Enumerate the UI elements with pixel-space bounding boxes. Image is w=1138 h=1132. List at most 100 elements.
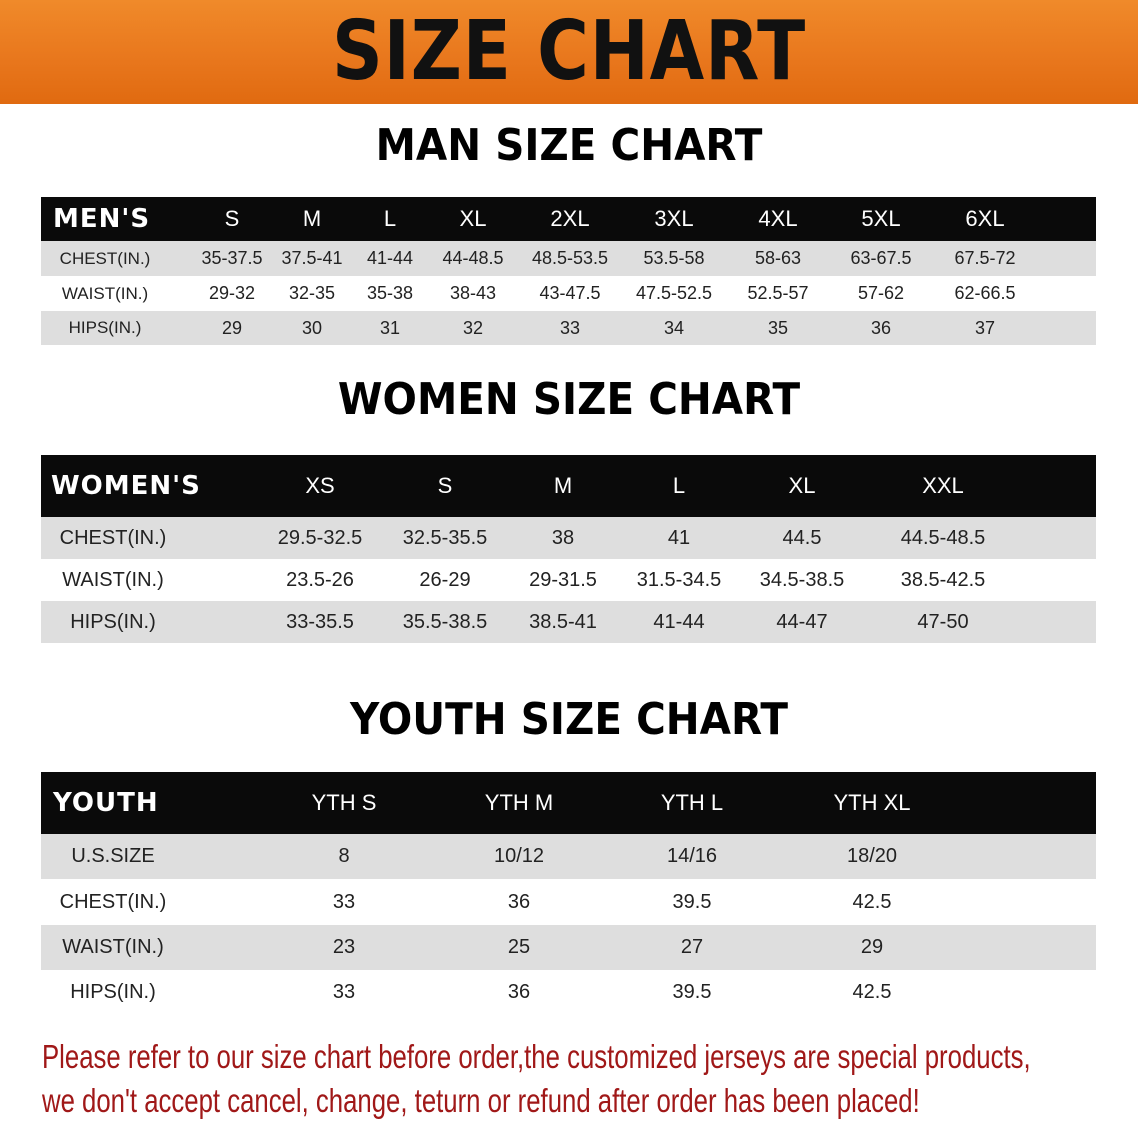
women-size-table: WOMEN'S XS S M L XL XXL CHEST(IN.) 29.5-32.5 32.5…: [41, 455, 1096, 643]
table-cell: 35.5-38.5: [402, 610, 488, 633]
table-cell: 32.5-35.5: [402, 526, 488, 549]
table-cell: 44-47: [776, 610, 828, 633]
table-cell: 18/20: [846, 845, 898, 867]
measurement-label: WAIST(IN.): [62, 936, 164, 958]
table-cell: 33: [332, 890, 356, 913]
size-column-header: 2XL: [550, 206, 590, 231]
table-row: WAIST(IN.) 23 25 27 29: [41, 925, 1096, 970]
table-cell: 52.5-57: [747, 283, 809, 303]
size-column-header: 4XL: [758, 206, 798, 231]
table-cell: 23.5-26: [286, 568, 354, 591]
table-cell: 44.5: [782, 526, 822, 549]
table-cell: 10/12: [493, 845, 545, 867]
measurement-label: WAIST(IN.): [61, 283, 149, 303]
youth-header-label: YOUTH: [53, 788, 159, 818]
table-cell: 29: [221, 317, 243, 338]
youth-header-row: YOUTH YTH S YTH M YTH L YTH XL: [41, 772, 1096, 834]
table-row: WAIST(IN.) 23.5-26 26-29 29-31.5 31.5-34.5 34…: [41, 559, 1096, 601]
table-cell: 43-47.5: [539, 283, 601, 303]
size-column-header: M: [553, 473, 573, 498]
men-header-label: MEN'S: [53, 204, 151, 234]
youth-size-table: YOUTH YTH S YTH M YTH L YTH XL U.S.SIZE 8 10/12…: [41, 772, 1096, 1015]
table-cell: 63-67.5: [850, 248, 912, 268]
table-row: HIPS(IN.) 33-35.5 35.5-38.5 38.5-41 41-44 44-…: [41, 601, 1096, 643]
table-cell: 57-62: [857, 283, 905, 303]
table-cell: 32-35: [288, 283, 336, 303]
measurement-label: HIPS(IN.): [68, 318, 142, 337]
table-cell: 62-66.5: [954, 283, 1016, 303]
table-cell: 44.5-48.5: [900, 526, 986, 549]
measurement-label: HIPS(IN.): [70, 981, 156, 1003]
table-cell: 41: [667, 526, 691, 549]
table-cell: 8: [338, 845, 350, 867]
size-column-header: 5XL: [861, 206, 901, 231]
table-cell: 26-29: [419, 568, 471, 591]
table-cell: 14/16: [666, 845, 718, 867]
table-cell: 41-44: [653, 610, 705, 633]
size-column-header: YTH XL: [833, 790, 911, 815]
table-cell: 36: [507, 890, 531, 913]
size-column-header: 6XL: [965, 206, 1005, 231]
table-cell: 34.5-38.5: [759, 568, 845, 591]
table-cell: 42.5: [852, 981, 892, 1003]
table-row: HIPS(IN.) 33 36 39.5 42.5: [41, 970, 1096, 1015]
size-column-header: YTH S: [311, 790, 377, 815]
measurement-label: WAIST(IN.): [62, 568, 164, 591]
table-cell: 33-35.5: [286, 610, 354, 633]
table-cell: 23: [332, 936, 356, 958]
table-cell: 29-32: [208, 283, 256, 303]
table-cell: 31: [379, 317, 401, 338]
measurement-label: HIPS(IN.): [70, 610, 156, 633]
table-cell: 29.5-32.5: [277, 526, 363, 549]
table-cell: 31.5-34.5: [636, 568, 722, 591]
table-cell: 41-44: [366, 248, 414, 268]
size-column-header: S: [224, 206, 240, 231]
size-column-header: XS: [305, 473, 335, 498]
size-column-header: 3XL: [654, 206, 694, 231]
table-cell: 38: [551, 526, 575, 549]
table-cell: 33: [332, 981, 356, 1003]
table-cell: 48.5-53.5: [531, 248, 609, 268]
measurement-label: CHEST(IN.): [59, 526, 167, 549]
women-header-label: WOMEN'S: [51, 471, 201, 501]
table-cell: 38-43: [449, 283, 497, 303]
table-row: CHEST(IN.) 35-37.5 37.5-41 41-44 44-48.5 48.5…: [41, 241, 1096, 276]
size-column-header: XXL: [922, 473, 964, 498]
table-cell: 67.5-72: [954, 248, 1016, 268]
table-cell: 37.5-41: [281, 248, 343, 268]
table-cell: 34: [663, 317, 685, 338]
header-banner: SIZE CHART: [0, 0, 1138, 104]
table-cell: 39.5: [672, 981, 712, 1003]
size-column-header: L: [383, 206, 397, 231]
size-column-header: XL: [788, 473, 816, 498]
table-cell: 42.5: [852, 890, 892, 913]
women-section-title: WOMEN SIZE CHART: [337, 374, 801, 425]
notice-line-1: Please refer to our size chart before or…: [42, 1038, 1031, 1075]
men-size-table: MEN'S S M L XL 2XL 3XL 4XL 5XL 6XL CHEST(IN.) 35-37…: [41, 197, 1096, 345]
table-cell: 30: [301, 317, 323, 338]
size-column-header: XL: [459, 206, 487, 231]
table-cell: 33: [559, 317, 581, 338]
table-cell: 29-31.5: [529, 568, 597, 591]
table-cell: 35-38: [366, 283, 414, 303]
table-cell: 37: [974, 317, 996, 338]
measurement-label: CHEST(IN.): [59, 248, 151, 268]
size-column-header: M: [302, 206, 322, 231]
table-row: CHEST(IN.) 29.5-32.5 32.5-35.5 38 41 44.5 44.5…: [41, 517, 1096, 559]
measurement-label: U.S.SIZE: [71, 845, 155, 867]
table-cell: 47.5-52.5: [635, 283, 713, 303]
table-cell: 38.5-41: [529, 610, 597, 633]
men-header-row: MEN'S S M L XL 2XL 3XL 4XL 5XL 6XL: [41, 197, 1096, 241]
table-cell: 32: [462, 317, 484, 338]
table-cell: 47-50: [917, 610, 969, 633]
table-cell: 53.5-58: [643, 248, 705, 268]
table-cell: 38.5-42.5: [900, 568, 986, 591]
table-cell: 25: [507, 936, 531, 958]
size-column-header: YTH M: [484, 790, 554, 815]
page-title: SIZE CHART: [331, 4, 807, 99]
measurement-label: CHEST(IN.): [59, 890, 167, 913]
table-row: U.S.SIZE 8 10/12 14/16 18/20: [41, 834, 1096, 879]
size-column-header: S: [437, 473, 453, 498]
notice-line-2: we don't accept cancel, change, teturn o…: [42, 1082, 920, 1119]
table-cell: 36: [870, 317, 892, 338]
